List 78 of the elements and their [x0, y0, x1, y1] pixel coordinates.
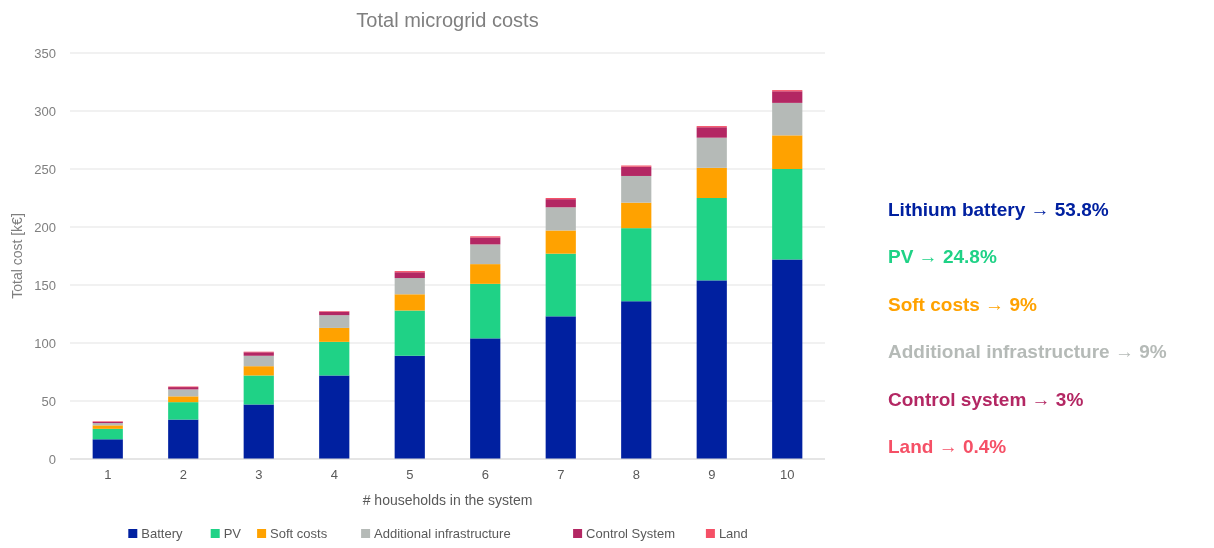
y-tick-label: 350: [34, 45, 56, 61]
x-tick-label: 6: [481, 467, 489, 482]
legend-label: Soft costs: [270, 526, 328, 541]
bar: [168, 389, 199, 397]
bar: [545, 207, 576, 231]
y-tick-label: 50: [41, 393, 56, 409]
y-tick-label: 250: [34, 161, 56, 177]
text: PV → 24.8%: [888, 246, 997, 268]
x-tick-label: 9: [708, 467, 716, 482]
bar: [470, 237, 501, 245]
x-tick-label: 5: [406, 467, 414, 482]
bar: [319, 327, 350, 342]
bar: [772, 169, 803, 260]
x-axis-title: # households in the system: [362, 492, 533, 508]
text: Control system → 3%: [888, 388, 1084, 410]
bar: [621, 175, 652, 203]
bar: [394, 355, 425, 459]
bar: [168, 419, 199, 459]
bar: [696, 198, 727, 281]
bar: [92, 439, 123, 459]
x-tick-label: 1: [104, 467, 112, 482]
bar: [470, 283, 501, 339]
legend-label: Battery: [141, 526, 183, 541]
bar: [772, 102, 803, 136]
text: Land → 0.4%: [888, 436, 1007, 457]
text: Additional infrastructure → 9%: [888, 341, 1167, 363]
bar: [319, 375, 350, 459]
bar: [696, 280, 727, 459]
bar: [394, 272, 425, 279]
bar: [319, 315, 350, 328]
bar: [545, 230, 576, 254]
bar: [545, 253, 576, 317]
bar: [243, 355, 274, 367]
legend-label: Additional infrastructure: [374, 526, 511, 541]
bar: [394, 310, 425, 356]
bar: [168, 396, 199, 403]
x-tick-label: 10: [780, 467, 795, 482]
y-tick-label: 300: [34, 103, 56, 119]
bar: [394, 294, 425, 311]
chart-title: Total microgrid costs: [356, 9, 539, 31]
bar: [470, 244, 501, 265]
bar: [470, 338, 501, 459]
x-tick-label: 3: [255, 467, 263, 482]
x-tick-label: 2: [179, 467, 187, 482]
bar: [243, 366, 274, 376]
bar: [545, 316, 576, 459]
y-tick-label: 0: [48, 451, 56, 467]
bar: [545, 199, 576, 208]
bar: [696, 137, 727, 168]
bar: [168, 402, 199, 420]
bar: [470, 264, 501, 284]
bar: [772, 259, 803, 459]
legend-label: Land: [718, 526, 748, 541]
bar: [621, 166, 652, 176]
bar: [243, 404, 274, 459]
x-tick-label: 4: [330, 467, 338, 482]
bar: [621, 301, 652, 459]
bar: [394, 278, 425, 295]
text: Lithium battery → 53.8%: [888, 199, 1109, 220]
x-tick-label: 8: [632, 467, 640, 482]
bar: [243, 375, 274, 405]
bar: [772, 135, 803, 169]
y-tick-label: 150: [34, 277, 56, 293]
legend-label: Control System: [586, 526, 675, 541]
bar: [319, 311, 350, 316]
legend-label: PV: [223, 526, 242, 541]
x-tick-label: 7: [557, 467, 565, 482]
bar: [621, 202, 652, 229]
bar: [92, 428, 123, 440]
y-axis-title: Total cost [k€]: [9, 213, 25, 299]
y-tick-label: 100: [34, 335, 56, 351]
y-tick-label: 200: [34, 219, 56, 235]
bar: [319, 341, 350, 376]
bar: [621, 228, 652, 302]
bar: [696, 127, 727, 138]
bar: [696, 167, 727, 198]
bar: [772, 91, 803, 103]
text: Soft costs → 9%: [888, 293, 1037, 315]
